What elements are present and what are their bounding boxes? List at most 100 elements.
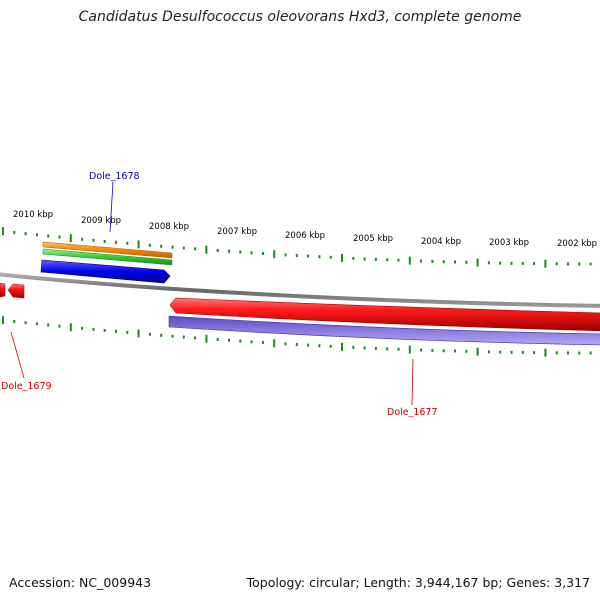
minor-tick [454,349,456,353]
genome-title: Candidatus Desulfococcus oleovorans Hxd3… [78,9,522,25]
minor-tick [555,351,558,355]
minor-tick [194,336,197,340]
minor-tick [510,350,513,354]
feature-purple[interactable] [168,315,600,346]
feature-green[interactable] [42,248,173,266]
minor-tick [397,347,400,351]
minor-tick [465,349,468,353]
minor-tick [13,319,16,323]
minor-tick [363,346,366,350]
minor-tick [307,254,310,258]
scale-label: 2002 kbp [557,239,597,249]
minor-tick [442,260,445,264]
major-tick [544,259,547,268]
gene-label-dole-1677[interactable]: Dole_1677 [387,407,438,418]
minor-tick [487,350,490,354]
minor-tick [182,246,185,250]
minor-tick [171,245,174,249]
minor-tick [261,252,264,255]
minor-tick [499,261,502,265]
scale-label: 2009 kbp [81,216,121,226]
gene-label-dole-1679[interactable]: Dole_1679 [1,381,52,392]
major-tick [69,323,72,332]
major-tick [137,240,140,249]
minor-tick [239,250,242,254]
minor-tick [352,256,355,260]
minor-tick [92,238,95,242]
minor-tick [148,243,151,247]
major-tick [205,334,208,343]
feature-orange[interactable] [42,241,173,259]
minor-tick [510,261,513,265]
minor-tick [533,262,536,266]
major-tick [408,256,411,265]
minor-tick [533,351,536,355]
minor-tick [171,334,174,338]
minor-tick [148,332,151,336]
minor-tick [589,262,592,266]
minor-tick [216,338,219,341]
major-tick [273,250,276,259]
scale-labels: 2010 kbp 2009 kbp 2008 kbp 2007 kbp 2006… [13,210,597,249]
minor-tick [81,237,84,241]
genome-summary-text: Topology: circular; Length: 3,944,167 bp… [246,575,590,590]
major-tick [205,245,208,254]
minor-tick [160,244,163,248]
minor-tick [318,344,321,348]
minor-tick [126,330,129,334]
minor-tick [58,324,61,328]
gene-label-dole-1678[interactable]: Dole_1678 [89,171,140,182]
minor-tick [295,254,298,257]
scale-ticks [2,227,592,357]
minor-tick [521,261,524,265]
minor-tick [329,255,332,259]
minor-tick [103,328,106,332]
minor-tick [228,249,230,253]
scale-label: 2006 kbp [285,231,325,241]
minor-tick [420,348,423,352]
minor-tick [261,341,264,344]
minor-tick [194,247,197,251]
minor-tick [284,342,287,346]
leader-line-dole-1677 [411,358,414,406]
minor-tick [386,258,389,262]
genome-backbone [0,272,600,308]
minor-tick [386,347,389,351]
feature-dole-1678[interactable] [40,259,171,284]
scale-label: 2008 kbp [149,222,189,232]
minor-tick [92,327,95,331]
feature-dole-1679-a[interactable] [0,282,6,298]
minor-tick [228,338,230,342]
minor-tick [239,339,242,343]
major-tick [2,316,4,325]
scale-label: 2005 kbp [353,234,393,244]
minor-tick [284,253,287,257]
minor-tick [35,322,38,326]
major-tick [341,253,343,262]
minor-tick [397,258,400,262]
minor-tick [589,351,592,355]
minor-tick [318,255,321,259]
minor-tick [374,346,377,350]
major-tick [544,348,547,357]
minor-tick [431,259,434,263]
minor-tick [431,348,434,352]
minor-tick [295,343,298,346]
minor-tick [47,234,50,238]
feature-dole-1677[interactable] [169,297,600,332]
minor-tick [465,260,468,264]
minor-tick [24,321,27,325]
minor-tick [250,340,253,344]
major-tick [476,258,479,267]
minor-tick [307,343,310,347]
scale-label: 2010 kbp [13,210,53,220]
minor-tick [352,345,355,349]
minor-tick [454,260,456,264]
minor-tick [24,232,27,236]
major-tick [2,227,4,236]
feature-dole-1679-b[interactable] [7,283,25,299]
minor-tick [126,241,129,245]
minor-tick [47,323,50,327]
minor-tick [115,329,117,333]
